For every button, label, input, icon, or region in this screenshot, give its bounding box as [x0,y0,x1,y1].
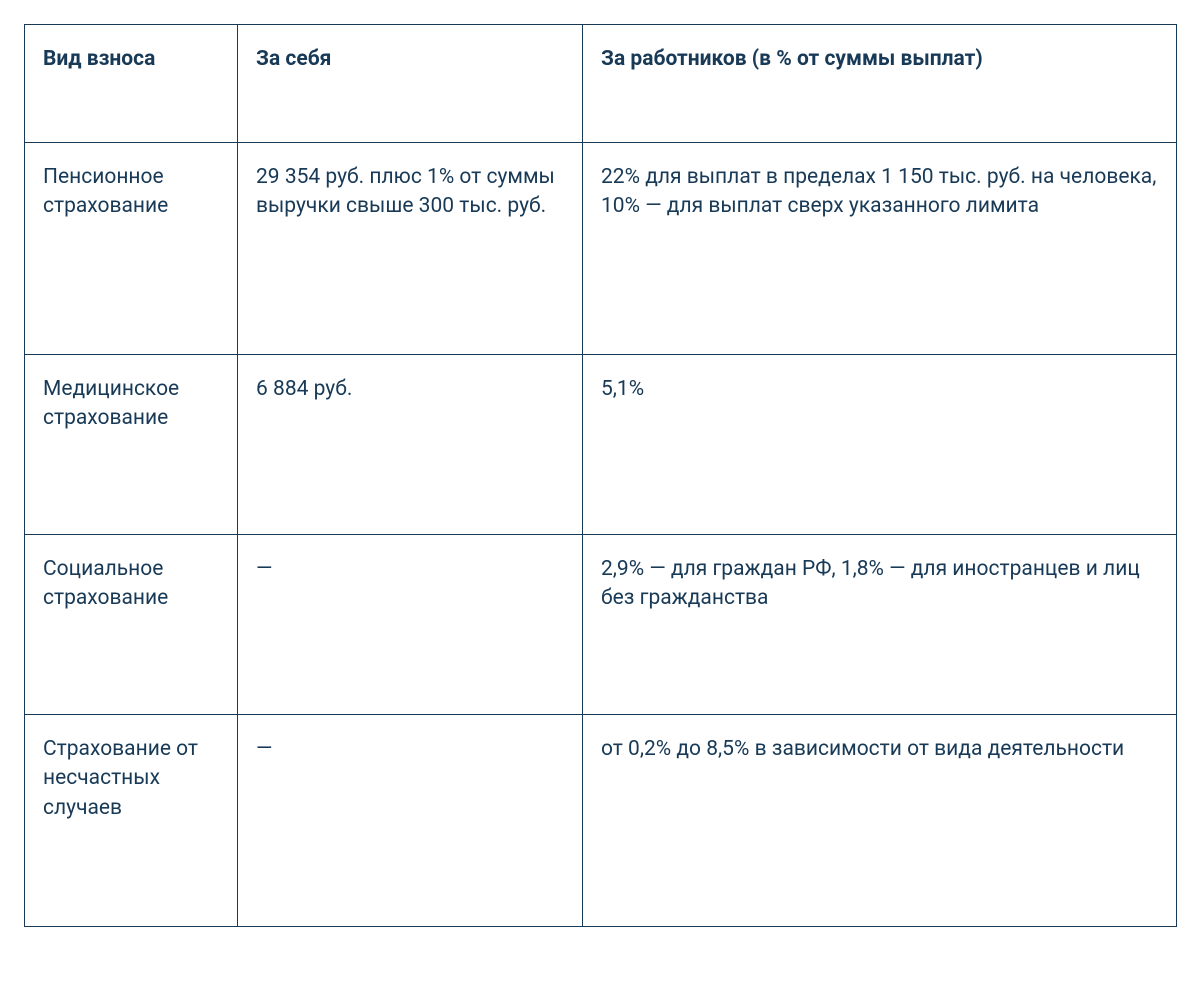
cell-employees: 2,9% — для граждан РФ, 1,8% — для иностр… [583,535,1177,715]
table-row: Страхование от несчастных случаев — от 0… [25,715,1177,927]
cell-type: Социальное страхование [25,535,238,715]
table-header-row: Вид взноса За себя За работников (в % от… [25,25,1177,143]
column-header-type: Вид взноса [25,25,238,143]
cell-type: Пенсионное страхование [25,143,238,355]
table-row: Медицинское страхование 6 884 руб. 5,1% [25,355,1177,535]
cell-employees: от 0,2% до 8,5% в зависимости от вида де… [583,715,1177,927]
cell-self: 6 884 руб. [238,355,583,535]
table-row: Пенсионное страхование 29 354 руб. плюс … [25,143,1177,355]
cell-employees: 5,1% [583,355,1177,535]
cell-self: — [238,535,583,715]
column-header-employees: За работников (в % от суммы выплат) [583,25,1177,143]
cell-type: Медицинское страхование [25,355,238,535]
table-row: Социальное страхование — 2,9% — для граж… [25,535,1177,715]
contributions-table: Вид взноса За себя За работников (в % от… [24,24,1177,927]
cell-self: — [238,715,583,927]
cell-self: 29 354 руб. плюс 1% от суммы выручки свы… [238,143,583,355]
cell-employees: 22% для выплат в пределах 1 150 тыс. руб… [583,143,1177,355]
column-header-self: За себя [238,25,583,143]
cell-type: Страхование от несчастных случаев [25,715,238,927]
